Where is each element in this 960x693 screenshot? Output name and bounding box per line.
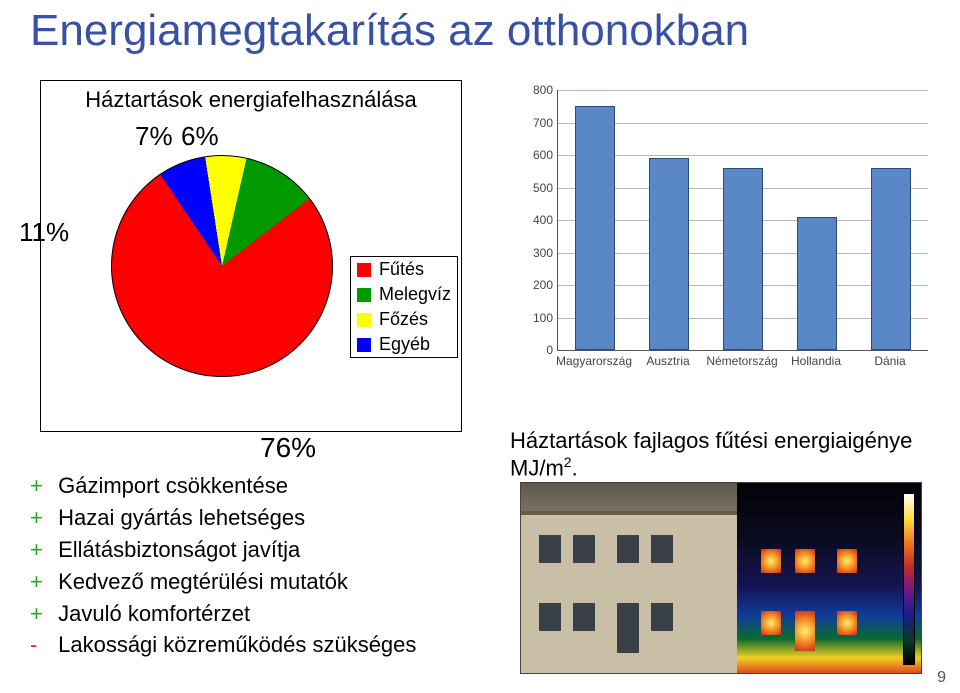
legend-label: Fűtés [379,259,424,280]
window-icon [539,603,561,631]
gridline [558,90,928,91]
pie-legend: Fűtés Melegvíz Főzés Egyéb [350,256,458,358]
y-tick-label: 300 [515,246,553,260]
y-tick-label: 400 [515,213,553,227]
bullet-text: Ellátásbiztonságot javítja [52,537,300,562]
bullet-text: Kedvező megtérülési mutatók [52,569,348,594]
window-icon [651,603,673,631]
thermal-door-icon [795,611,815,651]
page-number: 9 [937,669,946,687]
legend-row: Fűtés [351,257,457,282]
legend-row: Egyéb [351,332,457,357]
y-tick-label: 200 [515,278,553,292]
thermal-scale-icon [903,493,915,665]
window-icon [617,535,639,563]
thermal-image [520,482,922,674]
y-tick-label: 100 [515,311,553,325]
pie-chart [111,155,333,377]
x-tick-label: Ausztria [646,354,689,368]
bar-chart-panel: 0100200300400500600700800MagyarországAus… [515,90,935,390]
legend-swatch-fozes [357,313,371,327]
bar [871,168,912,350]
pie-pct-fozes: 6% [181,121,219,152]
thermal-window-icon [761,549,781,573]
legend-row: Melegvíz [351,282,457,307]
window-icon [539,535,561,563]
bar [649,158,690,350]
legend-swatch-futes [357,263,371,277]
thermal-window-icon [795,549,815,573]
y-tick-label: 700 [515,116,553,130]
legend-label: Melegvíz [379,284,451,305]
plus-icon: + [30,534,52,566]
bullets-list: + Gázimport csökkentése+ Hazai gyártás l… [30,470,416,661]
window-icon [573,535,595,563]
legend-label: Egyéb [379,334,430,355]
bullet-text: Lakossági közreműködés szükséges [52,632,416,657]
thermal-right [737,483,921,673]
plus-icon: + [30,598,52,630]
bullet-item: + Hazai gyártás lehetséges [30,502,416,534]
x-tick-label: Dánia [874,354,905,368]
legend-row: Főzés [351,307,457,332]
plus-icon: + [30,470,52,502]
bar-chart-title: Háztartások fajlagos fűtési energiaigény… [510,428,930,481]
bar-chart-plot [557,90,928,351]
x-tick-label: Németország [706,354,777,368]
pie-pct-egyeb: 7% [135,121,173,152]
thermal-left-house [521,511,737,674]
thermal-left-roof [521,483,737,513]
bullet-item: + Gázimport csökkentése [30,470,416,502]
plus-icon: + [30,502,52,534]
pie-pct-futes: 76% [260,432,316,464]
bullet-item: + Ellátásbiztonságot javítja [30,534,416,566]
legend-swatch-egyeb [357,338,371,352]
legend-swatch-melegviz [357,288,371,302]
bullet-text: Javuló komfortérzet [52,601,250,626]
bar [723,168,764,350]
bullet-text: Gázimport csökkentése [52,473,288,498]
pie-pct-melegviz: 11% [19,217,69,248]
y-tick-label: 0 [515,343,553,357]
thermal-window-icon [761,611,781,635]
bullet-text: Hazai gyártás lehetséges [52,505,305,530]
legend-label: Főzés [379,309,428,330]
y-tick-label: 800 [515,83,553,97]
x-tick-label: Magyarország [556,354,632,368]
bullet-item: - Lakossági közreműködés szükséges [30,629,416,661]
plus-icon: + [30,566,52,598]
minus-icon: - [30,629,52,661]
page-title: Energiamegtakarítás az otthonokban [30,6,749,56]
door-icon [617,603,639,653]
bullet-item: + Kedvező megtérülési mutatók [30,566,416,598]
bar [575,106,616,350]
window-icon [651,535,673,563]
pie-chart-panel: Háztartások energiafelhasználása 6% 7% 1… [40,80,462,432]
x-tick-label: Hollandia [791,354,841,368]
bullet-item: + Javuló komfortérzet [30,598,416,630]
y-tick-label: 600 [515,148,553,162]
y-tick-label: 500 [515,181,553,195]
window-icon [573,603,595,631]
pie-chart-title: Háztartások energiafelhasználása [41,87,461,113]
thermal-window-icon [837,549,857,573]
thermal-window-icon [837,611,857,635]
bar [797,217,838,350]
